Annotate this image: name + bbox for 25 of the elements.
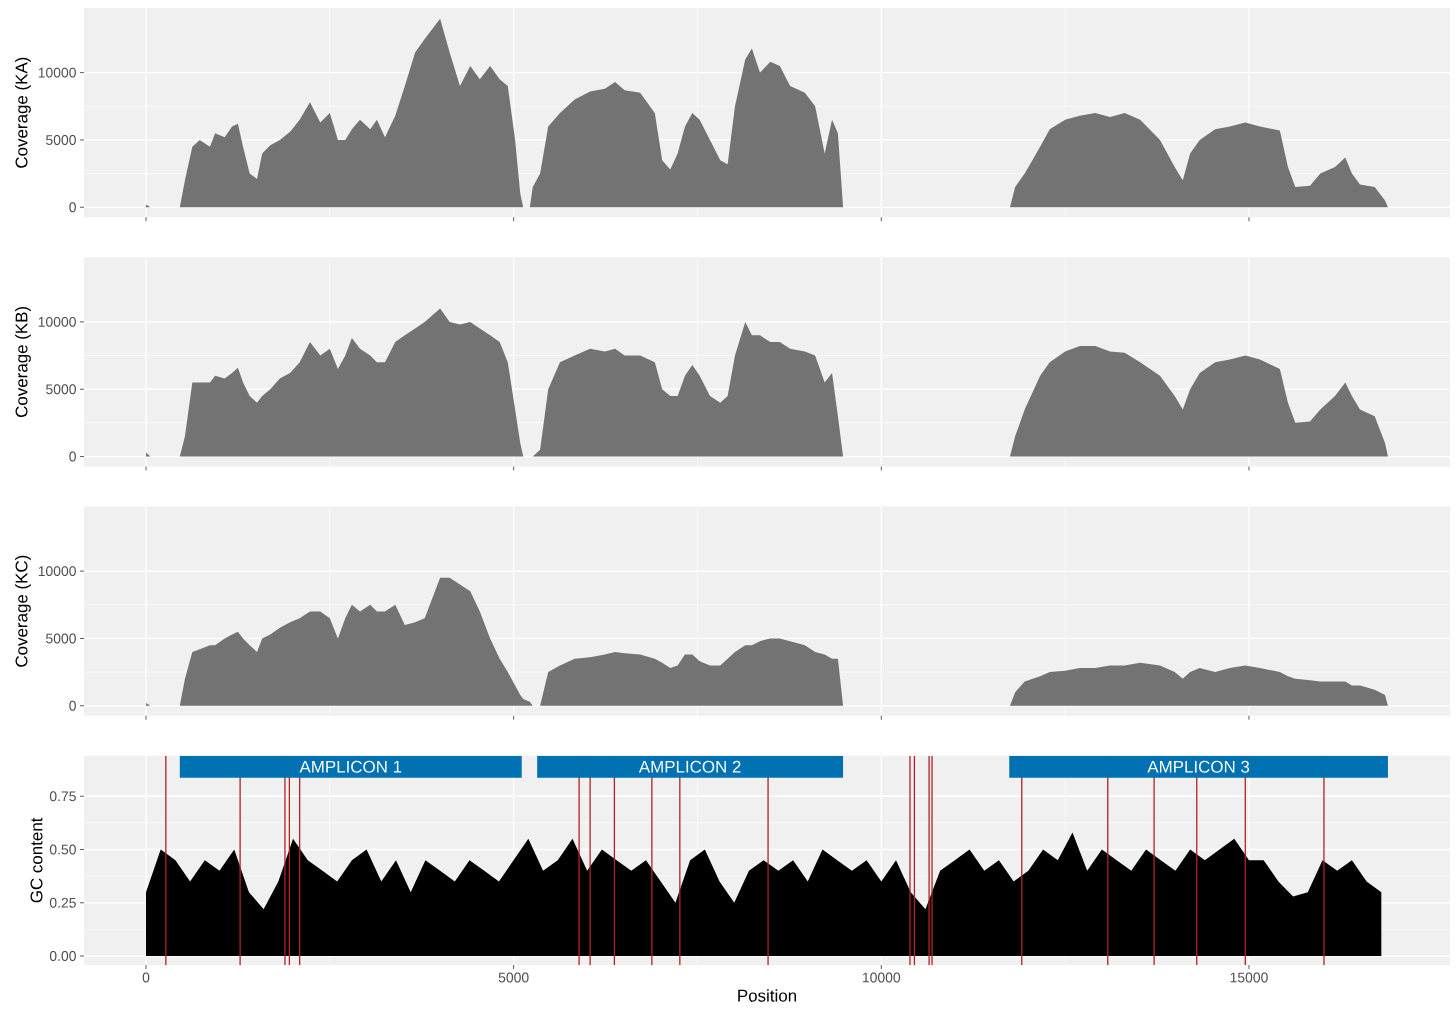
- x-tick-label: 0: [142, 972, 150, 983]
- y-tick-label: 0.00: [49, 951, 76, 961]
- y-tick-label: 5000: [46, 384, 76, 395]
- x-tick-label: 10000: [862, 972, 901, 983]
- y-tick-label: 10000: [38, 67, 76, 78]
- y-tick-label: 5000: [46, 135, 76, 145]
- x-axis-title: Position: [738, 989, 797, 1002]
- y-axis-title: GC content: [30, 817, 43, 903]
- y-tick-label: 0: [69, 202, 76, 213]
- y-axis-title: Coverage (KA): [15, 57, 31, 168]
- y-tick-label: 10000: [38, 316, 76, 327]
- y-tick-label: 0.50: [49, 844, 76, 855]
- y-tick-label: 0.75: [49, 791, 76, 802]
- x-tick-label: 5000: [498, 972, 529, 983]
- y-axis-title: Coverage (KB): [15, 306, 31, 418]
- y-tick-label: 10000: [38, 566, 76, 577]
- x-tick-label: 15000: [1230, 972, 1268, 983]
- y-tick-label: 0: [69, 451, 76, 462]
- band-label: AMPLICON 3: [1147, 760, 1250, 773]
- band-label: AMPLICON 1: [299, 760, 402, 773]
- band-label: AMPLICON 2: [638, 760, 741, 773]
- y-tick-label: 0: [69, 700, 76, 711]
- y-axis-title: Coverage (KC): [15, 555, 31, 667]
- y-tick-label: 0.25: [49, 897, 76, 908]
- y-tick-label: 5000: [46, 633, 76, 644]
